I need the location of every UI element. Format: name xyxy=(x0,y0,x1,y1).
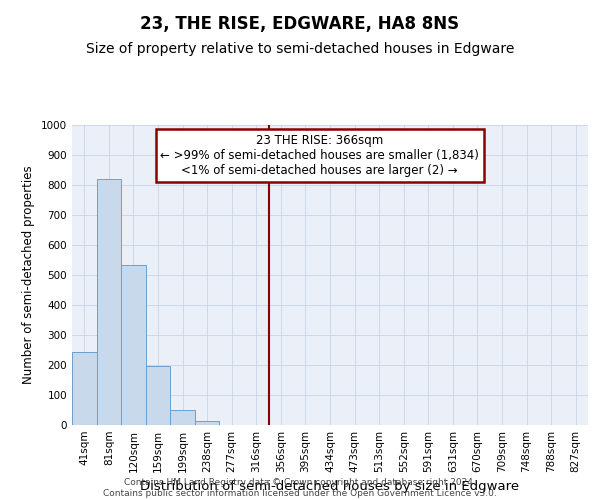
Text: Contains HM Land Registry data © Crown copyright and database right 2024.
Contai: Contains HM Land Registry data © Crown c… xyxy=(103,478,497,498)
Bar xyxy=(195,421,220,425)
Y-axis label: Number of semi-detached properties: Number of semi-detached properties xyxy=(22,166,35,384)
Bar xyxy=(170,410,195,425)
Text: 23, THE RISE, EDGWARE, HA8 8NS: 23, THE RISE, EDGWARE, HA8 8NS xyxy=(140,15,460,33)
Bar xyxy=(97,179,121,425)
X-axis label: Distribution of semi-detached houses by size in Edgware: Distribution of semi-detached houses by … xyxy=(140,480,520,494)
Text: Size of property relative to semi-detached houses in Edgware: Size of property relative to semi-detach… xyxy=(86,42,514,56)
Text: 23 THE RISE: 366sqm
← >99% of semi-detached houses are smaller (1,834)
<1% of se: 23 THE RISE: 366sqm ← >99% of semi-detac… xyxy=(160,134,479,177)
Bar xyxy=(121,265,146,425)
Bar xyxy=(146,366,170,425)
Bar xyxy=(72,352,97,425)
